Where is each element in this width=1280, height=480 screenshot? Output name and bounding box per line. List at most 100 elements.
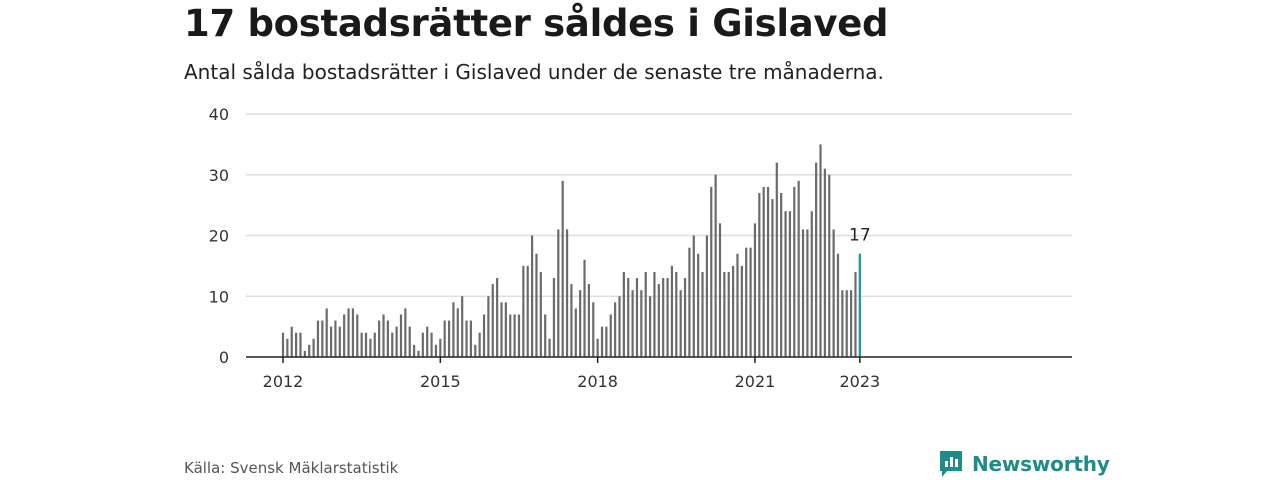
- bar: [788, 211, 792, 357]
- bar: [745, 247, 748, 357]
- bar: [631, 290, 634, 357]
- bar: [784, 211, 787, 357]
- bar: [478, 332, 481, 357]
- bar: [845, 290, 848, 357]
- bar: [557, 229, 560, 357]
- bar: [692, 235, 695, 357]
- bar: [417, 350, 420, 357]
- bar: [421, 332, 424, 357]
- bar: [281, 332, 285, 357]
- bar: [679, 290, 682, 357]
- bar: [504, 302, 507, 357]
- bar: [762, 186, 765, 357]
- bar: [662, 278, 665, 357]
- bar: [443, 320, 446, 357]
- bar: [766, 186, 770, 357]
- bar: [526, 265, 529, 357]
- bar: [356, 314, 359, 357]
- y-tick-label: 0: [219, 348, 229, 367]
- x-tick-label: 2018: [577, 372, 618, 391]
- bar: [605, 326, 608, 357]
- bar: [426, 326, 429, 357]
- bar: [793, 186, 796, 357]
- bar: [413, 344, 416, 357]
- bar: [452, 302, 455, 357]
- chart-subtitle: Antal sålda bostadsrätter i Gislaved und…: [184, 60, 884, 84]
- bar: [308, 344, 311, 357]
- bar: [321, 320, 324, 357]
- bar: [666, 278, 669, 357]
- bar: [579, 290, 582, 357]
- x-tick-label: 2023: [839, 372, 880, 391]
- bar: [841, 290, 844, 357]
- bar: [482, 314, 486, 357]
- bar: [513, 314, 516, 357]
- bar: [456, 308, 459, 357]
- bar: [329, 326, 333, 357]
- bar: [439, 338, 442, 357]
- bar: [395, 326, 398, 357]
- bar: [670, 265, 674, 357]
- bar: [596, 338, 599, 357]
- bar: [653, 271, 656, 357]
- bar: [723, 271, 726, 357]
- bar: [465, 320, 468, 357]
- bar: [600, 326, 604, 357]
- tick-labels: 0 10 20 30 40 17 2012 2015 2018 2021 2023: [209, 105, 881, 391]
- bar: [496, 278, 499, 357]
- bar: [854, 271, 857, 357]
- bar: [316, 320, 320, 357]
- bar: [535, 253, 538, 357]
- bar: [461, 296, 464, 357]
- x-tick-label: 2021: [735, 372, 776, 391]
- bar: [325, 308, 328, 357]
- bar: [718, 223, 722, 357]
- bar: [539, 271, 542, 357]
- bar: [434, 344, 438, 357]
- bar: [710, 186, 713, 357]
- source-note: Källa: Svensk Mäklarstatistik: [184, 459, 399, 477]
- bar: [657, 284, 660, 357]
- bar: [815, 162, 818, 357]
- bar: [552, 278, 556, 357]
- bars: [281, 144, 862, 357]
- bar: [382, 314, 385, 357]
- bar: [749, 247, 752, 357]
- bar: [517, 314, 521, 357]
- bar: [801, 229, 805, 357]
- y-tick-label: 20: [209, 227, 229, 246]
- bar: [810, 211, 813, 357]
- bar: [797, 180, 800, 357]
- bar: [430, 332, 433, 357]
- bar: [399, 314, 403, 357]
- bar: [474, 344, 477, 357]
- bar: [491, 284, 494, 357]
- bar: [627, 278, 630, 357]
- highlight-value-label: 17: [849, 226, 871, 246]
- bar: [299, 332, 302, 357]
- bar: [343, 314, 346, 357]
- bar: [334, 320, 337, 357]
- bar: [832, 229, 835, 357]
- bar: [697, 253, 700, 357]
- y-tick-label: 10: [209, 287, 229, 306]
- bar: [587, 284, 590, 357]
- bar: [583, 259, 586, 357]
- bar: [360, 332, 363, 357]
- bar: [295, 332, 298, 357]
- bar: [570, 284, 573, 357]
- brand-name: Newsworthy: [972, 452, 1110, 476]
- bar: [705, 235, 708, 357]
- bar: [622, 271, 625, 357]
- bar: [850, 290, 853, 357]
- bar: [404, 308, 407, 357]
- bar: [347, 308, 350, 357]
- bar: [544, 314, 547, 357]
- bar: [771, 199, 774, 357]
- bar: [373, 332, 376, 357]
- bar: [618, 296, 621, 357]
- brand-logo[interactable]: Newsworthy: [938, 449, 1110, 479]
- bar: [592, 302, 595, 357]
- bar: [609, 314, 612, 357]
